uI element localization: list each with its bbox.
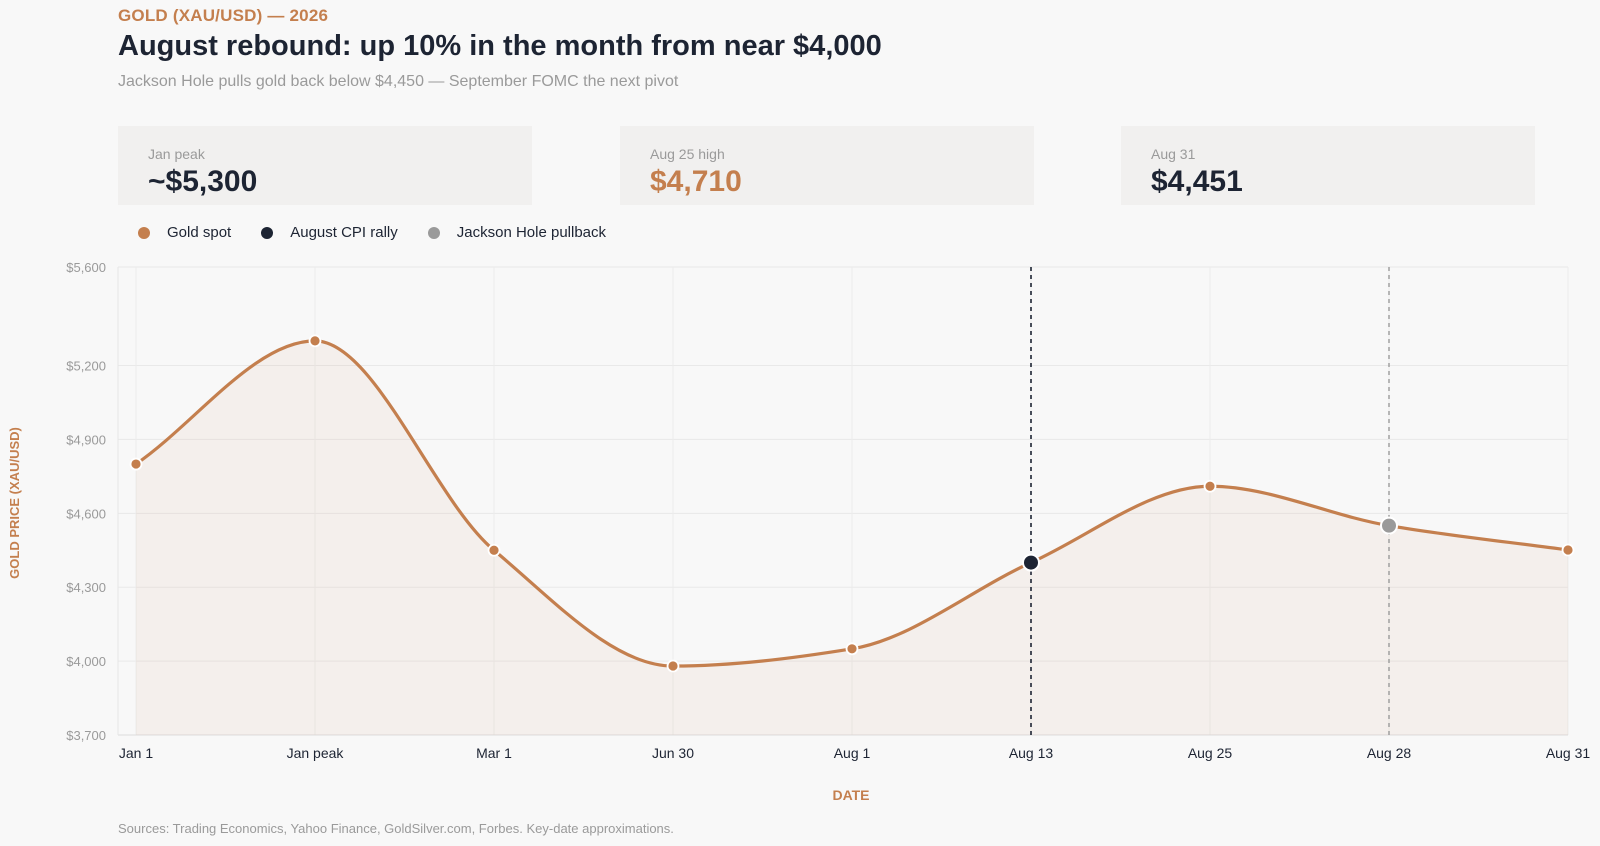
data-point (845, 642, 859, 656)
y-tick-label: $5,200 (66, 359, 106, 374)
series-line-gold-spot (134, 339, 1570, 668)
sources-note: Sources: Trading Economics, Yahoo Financ… (118, 821, 674, 836)
x-tick-label: Jun 30 (652, 745, 694, 761)
y-tick-label: $3,700 (66, 728, 106, 743)
stat-card-aug-25-high: Aug 25 high $4,710 (620, 126, 1034, 205)
stat-value: $4,710 (650, 165, 742, 198)
data-point (1561, 543, 1575, 557)
x-tick-label: Aug 13 (1009, 745, 1054, 761)
stat-value: ~$5,300 (148, 165, 258, 198)
stat-card-aug-31: Aug 31 $4,451 (1121, 126, 1535, 205)
y-tick-label: $5,600 (66, 260, 106, 275)
data-point (1203, 479, 1217, 493)
y-tick-label: $4,900 (66, 432, 106, 447)
stat-label: Aug 25 high (650, 146, 725, 162)
legend-dot-icon (261, 226, 274, 239)
x-tick-label: Aug 31 (1546, 745, 1591, 761)
legend-item-cpi-rally: August CPI rally (261, 224, 398, 241)
legend-item-jackson-hole: Jackson Hole pullback (427, 224, 607, 241)
stat-card-jan-peak: Jan peak ~$5,300 (118, 126, 532, 205)
legend-dot-icon (427, 226, 440, 239)
chart-kicker: GOLD (XAU/USD) — 2026 (118, 6, 329, 25)
legend-label: Gold spot (167, 224, 232, 241)
x-tick-label: Jan peak (287, 745, 345, 761)
annotation-marker (1022, 553, 1040, 572)
series-area-gold-spot (136, 340, 1568, 735)
data-point (666, 659, 680, 673)
stat-label: Aug 31 (1151, 146, 1196, 162)
y-tick-label: $4,300 (66, 580, 106, 595)
data-point (129, 457, 143, 471)
chart-legend: Gold spot August CPI rally Jackson Hole … (138, 224, 636, 241)
stat-value: $4,451 (1151, 165, 1243, 198)
legend-item-gold-spot: Gold spot (138, 224, 231, 241)
x-axis-title: DATE (832, 787, 869, 803)
x-tick-label: Jan 1 (119, 745, 153, 761)
y-tick-label: $4,000 (66, 654, 106, 669)
chart-subtitle: Jackson Hole pulls gold back below $4,45… (118, 73, 679, 90)
x-tick-label: Aug 25 (1188, 745, 1233, 761)
data-point (487, 543, 501, 557)
legend-label: August CPI rally (290, 224, 398, 241)
y-tick-label: $4,600 (66, 506, 106, 521)
y-axis-title: GOLD PRICE (XAU/USD) (7, 427, 22, 579)
stat-label: Jan peak (148, 146, 205, 162)
x-tick-label: Mar 1 (476, 745, 512, 761)
annotation-marker (1380, 516, 1398, 535)
data-point (308, 334, 322, 348)
x-tick-label: Aug 28 (1367, 745, 1412, 761)
chart-title: August rebound: up 10% in the month from… (118, 30, 882, 62)
x-tick-label: Aug 1 (834, 745, 871, 761)
legend-dot-icon (138, 226, 150, 239)
legend-label: Jackson Hole pullback (456, 224, 607, 241)
